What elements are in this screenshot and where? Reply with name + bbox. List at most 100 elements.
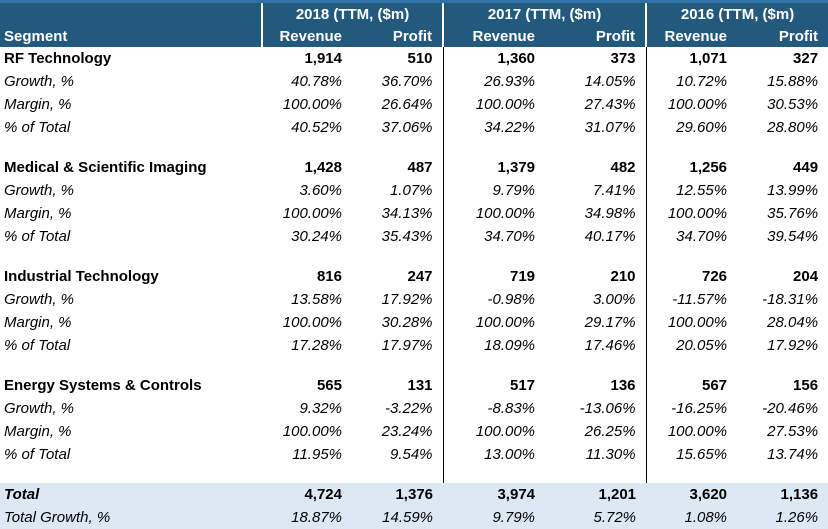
segment-row-label: RF Technology xyxy=(4,50,112,67)
value-cell: 1,360 xyxy=(497,50,536,67)
value-cell: 1,071 xyxy=(689,50,728,67)
value-cell: 100.00% xyxy=(282,96,342,113)
gap-cell xyxy=(352,466,444,483)
gap-cell xyxy=(737,248,828,265)
value-cell: 11.95% xyxy=(292,446,342,463)
section-gap-row xyxy=(0,139,828,156)
value-cell: -11.57% xyxy=(672,291,728,308)
value-cell: 482 xyxy=(545,156,647,179)
gap-cell xyxy=(545,466,647,483)
gap-cell xyxy=(262,466,352,483)
metric-row-label: Margin, % xyxy=(4,96,72,113)
metric-row-label: % of Total xyxy=(4,337,71,354)
value-cell: 1.26% xyxy=(737,506,828,529)
value-cell: 100.00% xyxy=(282,314,342,331)
year-header-2017: 2017 (TTM, ($m) xyxy=(442,1,647,25)
value-cell: 100.00% xyxy=(667,96,728,113)
metric-row: Growth, % 13.58% 17.92% -0.98% 3.00% -11.57% -… xyxy=(0,288,828,311)
value-cell: 40.52% xyxy=(291,119,342,136)
gap-cell xyxy=(737,139,828,156)
value-cell: 17.28% xyxy=(291,337,342,354)
value-cell: 567 xyxy=(702,377,728,394)
gap-cell xyxy=(352,357,444,374)
metric-row: Margin, % 100.00% 30.28% 100.00% 29.17% 100.0… xyxy=(0,311,828,334)
value-cell: 15.65% xyxy=(676,446,728,463)
value-cell: 12.55% xyxy=(676,182,728,199)
value-cell: 31.07% xyxy=(545,116,647,139)
value-cell: 100.00% xyxy=(475,314,536,331)
value-cell: -18.31% xyxy=(762,291,819,308)
segment-row: Industrial Technology 816 247 719 210 726 204 xyxy=(0,265,828,288)
total-growth-row-label: Total Growth, % xyxy=(0,506,262,529)
gap-cell xyxy=(545,357,647,374)
segment-row-label: Medical & Scientific Imaging xyxy=(4,159,207,176)
value-cell: 14.59% xyxy=(352,506,444,529)
value-cell: 373 xyxy=(545,47,647,70)
value-cell: -20.46% xyxy=(762,400,819,417)
total-row: Total 4,724 1,376 3,974 1,201 3,620 1,136 xyxy=(0,483,828,506)
value-cell: 17.92% xyxy=(352,288,444,311)
value-cell: 30.28% xyxy=(352,311,444,334)
value-cell: -3.22% xyxy=(352,397,444,420)
value-cell: 11.30% xyxy=(545,443,647,466)
value-cell: 156 xyxy=(793,377,819,394)
value-cell: 35.76% xyxy=(767,205,819,222)
gap-cell xyxy=(646,357,737,374)
value-cell: 17.97% xyxy=(352,334,444,357)
gap-cell xyxy=(545,248,647,265)
section-gap-row xyxy=(0,248,828,265)
gap-cell xyxy=(0,139,262,156)
value-cell: 100.00% xyxy=(475,96,536,113)
metric-row-label: % of Total xyxy=(4,446,71,463)
metric-row: % of Total 11.95% 9.54% 13.00% 11.30% 15.65% 1… xyxy=(0,443,828,466)
gap-cell xyxy=(0,248,262,265)
value-cell: 1,201 xyxy=(545,483,647,506)
value-cell: 136 xyxy=(545,374,647,397)
segment-row: Energy Systems & Controls 565 131 517 136 567… xyxy=(0,374,828,397)
value-cell: 816 xyxy=(316,268,342,285)
gap-cell xyxy=(262,357,352,374)
value-cell: 26.93% xyxy=(484,73,536,90)
gap-cell xyxy=(352,248,444,265)
value-cell: 1.07% xyxy=(352,179,444,202)
value-cell: 27.53% xyxy=(767,423,819,440)
value-cell: 34.70% xyxy=(676,228,728,245)
value-cell: 26.64% xyxy=(352,93,444,116)
value-cell: 17.92% xyxy=(767,337,819,354)
value-cell: 34.13% xyxy=(352,202,444,225)
value-cell: 35.43% xyxy=(352,225,444,248)
value-cell: 40.78% xyxy=(291,73,342,90)
value-cell: 13.00% xyxy=(484,446,536,463)
value-cell: -13.06% xyxy=(545,397,647,420)
value-cell: 14.05% xyxy=(545,70,647,93)
gap-cell xyxy=(737,466,828,483)
value-cell: 131 xyxy=(352,374,444,397)
value-cell: 7.41% xyxy=(545,179,647,202)
value-cell: -16.25% xyxy=(671,400,728,417)
metric-row-label: Growth, % xyxy=(4,73,75,90)
segment-column-header: Segment xyxy=(0,25,262,47)
metric-row-label: Margin, % xyxy=(4,314,72,331)
value-cell: 100.00% xyxy=(667,423,728,440)
metric-row: Margin, % 100.00% 34.13% 100.00% 34.98% 100.0… xyxy=(0,202,828,225)
value-cell: 510 xyxy=(352,47,444,70)
year-header-row: 2018 (TTM, ($m) 2017 (TTM, ($m) 2016 (TT… xyxy=(0,1,828,25)
profit-2016-header: Profit xyxy=(737,25,828,47)
value-cell: 13.99% xyxy=(767,182,819,199)
section-gap-row xyxy=(0,357,828,374)
value-cell: 100.00% xyxy=(475,423,536,440)
value-cell: 3,620 xyxy=(646,483,738,506)
value-cell: 1,136 xyxy=(737,483,828,506)
value-cell: 9.32% xyxy=(299,400,342,417)
value-cell: 30.53% xyxy=(767,96,819,113)
metric-row: Margin, % 100.00% 26.64% 100.00% 27.43% 100.0… xyxy=(0,93,828,116)
value-cell: 29.60% xyxy=(676,119,728,136)
value-cell: 34.70% xyxy=(484,228,536,245)
metric-row: Growth, % 3.60% 1.07% 9.79% 7.41% 12.55% 13.99… xyxy=(0,179,828,202)
year-header-2018: 2018 (TTM, ($m) xyxy=(260,1,444,25)
value-cell: 449 xyxy=(793,159,819,176)
column-header-row: Segment Revenue Profit Revenue Profit Re… xyxy=(0,25,828,47)
gap-cell xyxy=(646,466,737,483)
value-cell: 3.60% xyxy=(299,182,342,199)
